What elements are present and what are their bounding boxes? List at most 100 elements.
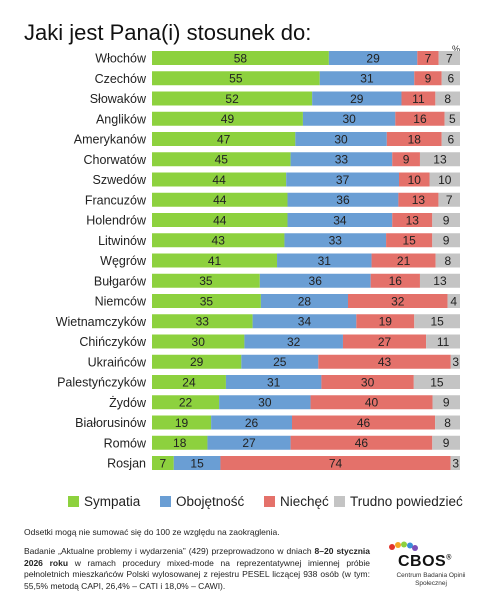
value-label-palestynczykow-obojetnosc: 31 [267, 375, 281, 389]
bar-amerykanow-sympatia [152, 132, 296, 146]
value-label-niemcow-trudno-powiedziec: 4 [450, 294, 457, 308]
value-label-w-ochow-trudno-powiedziec: 7 [446, 51, 453, 65]
value-label-wietnamczykow-sympatia: 33 [196, 315, 210, 329]
value-label-chorwatow-trudno-powiedziec: 13 [433, 153, 447, 167]
bar-ukraincow-sympatia [152, 354, 242, 369]
category-label-s-owakow: Słowaków [90, 92, 147, 106]
bar-szwedow-sympatia [152, 172, 287, 187]
bar-czechow-trudno-powiedziec [441, 71, 460, 86]
category-label-szwedow: Szwedów [93, 173, 147, 187]
value-label-palestynczykow-niechec: 30 [361, 375, 375, 389]
value-label-chorwatow-sympatia: 45 [215, 153, 229, 167]
value-label-chinczykow-sympatia: 30 [192, 335, 206, 349]
bar-chinczykow-niechec [342, 334, 427, 349]
value-label-chorwatow-niechec: 9 [403, 153, 410, 167]
value-label-anglikow-trudno-powiedziec: 5 [449, 112, 456, 126]
value-label-wietnamczykow-niechec: 19 [379, 315, 393, 329]
value-label-ukraincow-sympatia: 29 [190, 355, 204, 369]
value-label-bia-orusinow-niechec: 46 [357, 416, 371, 430]
value-label-bia-orusinow-sympatia: 19 [175, 416, 189, 430]
bar-chorwatow-trudno-powiedziec [419, 152, 460, 167]
category-label-w-ochow: Włochów [95, 52, 147, 66]
value-label-wegrow-sympatia: 41 [208, 254, 222, 268]
bar-rosjan-sympatia [152, 456, 174, 470]
chart-title: Jaki jest Pana(i) stosunek do: [24, 20, 312, 45]
bar-s-owakow-obojetnosc [312, 91, 402, 106]
bar-chinczykow-trudno-powiedziec [426, 334, 460, 349]
bar-zydow-obojetnosc [219, 395, 311, 410]
bar-litwinow-trudno-powiedziec [432, 233, 460, 248]
value-label-s-owakow-niechec: 11 [412, 92, 425, 106]
value-label-palestynczykow-trudno-powiedziec: 15 [430, 375, 444, 389]
value-label-wegrow-obojetnosc: 31 [318, 254, 332, 268]
bar-rosjan-niechec [220, 456, 451, 470]
bar-palestynczykow-obojetnosc [225, 375, 322, 389]
bar-francuzow-niechec [398, 192, 439, 207]
value-label-anglikow-sympatia: 49 [221, 112, 235, 126]
value-label-zydow-sympatia: 22 [179, 396, 193, 410]
category-label-romow: Romów [104, 436, 147, 450]
bar-amerykanow-obojetnosc [295, 132, 387, 146]
value-label-chorwatow-obojetnosc: 33 [335, 153, 349, 167]
bar-wietnamczykow-obojetnosc [252, 314, 357, 329]
bar-w-ochow-trudno-powiedziec [438, 51, 460, 65]
value-label-amerykanow-niechec: 18 [408, 132, 422, 146]
category-label-zydow: Żydów [109, 396, 147, 410]
value-label-holendrow-trudno-powiedziec: 9 [443, 213, 450, 227]
value-label-bia-orusinow-obojetnosc: 26 [245, 416, 259, 430]
bar-francuzow-obojetnosc [287, 192, 399, 207]
value-label-w-ochow-obojetnosc: 29 [366, 51, 380, 65]
bar-niemcow-obojetnosc [260, 294, 348, 308]
category-label-holendrow: Holendrów [86, 214, 147, 228]
bar-wegrow-trudno-powiedziec [435, 253, 460, 268]
value-label-w-ochow-niechec: 7 [425, 51, 432, 65]
value-label-szwedow-obojetnosc: 37 [336, 173, 350, 187]
bar-romow-niechec [290, 435, 433, 450]
logo-registered-mark: ® [446, 554, 452, 562]
bar-niemcow-trudno-powiedziec [447, 294, 460, 308]
bar-anglikow-sympatia [152, 111, 303, 126]
bar-niemcow-niechec [348, 294, 448, 308]
value-label-czechow-trudno-powiedziec: 6 [448, 72, 455, 86]
value-label-holendrow-niechec: 13 [406, 213, 420, 227]
value-label-ukraincow-niechec: 43 [378, 355, 392, 369]
value-label-litwinow-sympatia: 43 [212, 234, 226, 248]
value-label-ukraincow-trudno-powiedziec: 3 [452, 355, 459, 369]
bar-romow-sympatia [152, 435, 208, 450]
bar-holendrow-sympatia [152, 213, 288, 227]
bar-niemcow-sympatia [152, 294, 261, 308]
cbos-logo-icon [389, 541, 418, 551]
bar-w-ochow-obojetnosc [328, 51, 418, 65]
bar-w-ochow-niechec [417, 51, 439, 65]
bar-bu-garow-obojetnosc [259, 273, 371, 288]
legend-item-obojetnosc: Obojętność [160, 494, 244, 509]
bar-ukraincow-trudno-powiedziec [450, 354, 460, 369]
value-label-holendrow-sympatia: 44 [213, 213, 227, 227]
bar-francuzow-sympatia [152, 192, 288, 207]
bar-romow-obojetnosc [207, 435, 291, 450]
bar-holendrow-trudno-powiedziec [432, 213, 460, 227]
percent-unit-label: % [452, 44, 461, 54]
category-label-francuzow: Francuzów [85, 193, 147, 207]
chart-legend: Sympatia Obojętność Niechęć Trudno powie… [0, 494, 480, 514]
legend-item-sympatia: Sympatia [68, 494, 140, 509]
value-label-bu-garow-sympatia: 35 [199, 274, 213, 288]
bar-amerykanow-trudno-powiedziec [441, 132, 460, 146]
methodology-note: Badanie „Aktualne problemy i wydarzenia”… [24, 546, 370, 592]
value-label-romow-trudno-powiedziec: 9 [443, 436, 450, 450]
value-label-bu-garow-niechec: 16 [389, 274, 403, 288]
bar-bu-garow-trudno-powiedziec [419, 273, 460, 288]
value-label-romow-obojetnosc: 27 [242, 436, 256, 450]
value-label-bu-garow-trudno-powiedziec: 13 [433, 274, 447, 288]
legend-item-trudno-powiedziec: Trudno powiedzieć [334, 494, 463, 509]
value-label-rosjan-sympatia: 7 [160, 456, 167, 470]
bar-wietnamczykow-niechec [356, 314, 415, 329]
value-label-chinczykow-trudno-powiedziec: 11 [437, 335, 450, 349]
category-label-bia-orusinow: Białorusinów [75, 416, 147, 430]
legend-swatch-sympatia [68, 496, 79, 507]
category-label-bu-garow: Bułgarów [94, 274, 147, 288]
methodology-note-dates: 8–20 stycznia 2026 roku [24, 546, 370, 568]
bar-szwedow-trudno-powiedziec [429, 172, 460, 187]
bar-zydow-niechec [310, 395, 433, 410]
